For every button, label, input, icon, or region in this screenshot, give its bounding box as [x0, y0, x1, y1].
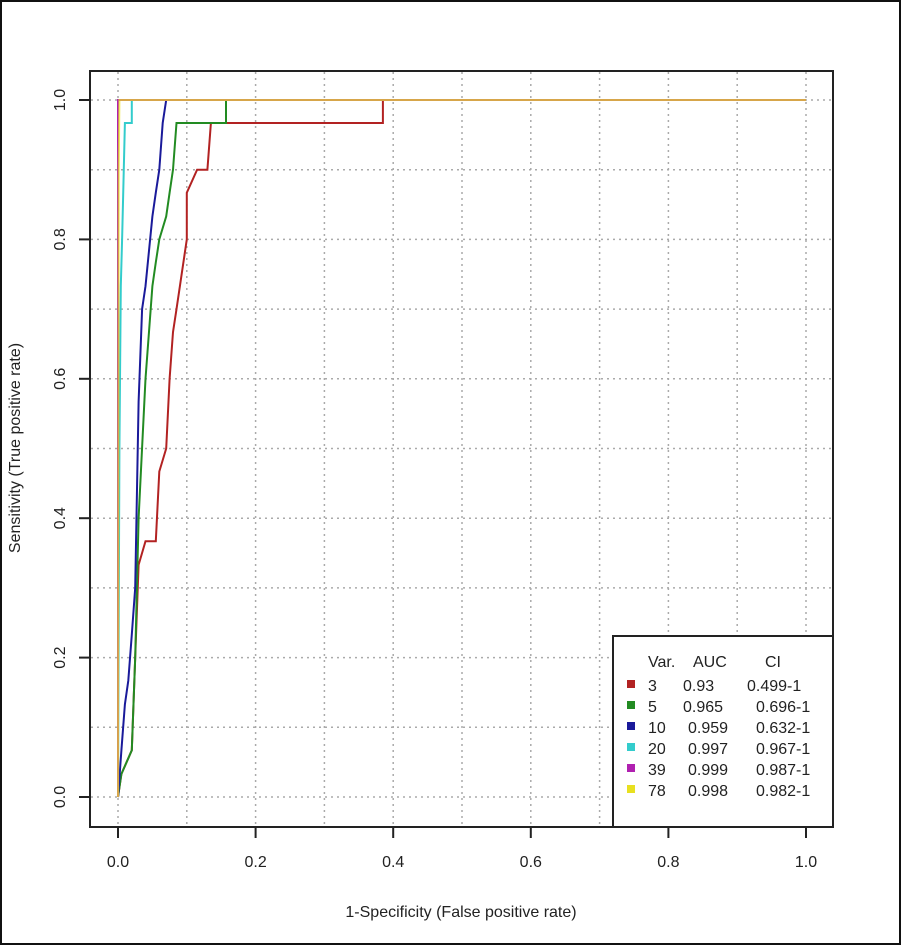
- legend-var: 3: [648, 678, 657, 695]
- legend-var: 78: [648, 783, 666, 800]
- y-tick-label: 0.8: [52, 228, 69, 250]
- y-axis-label: Sensitivity (True positive rate): [7, 343, 24, 553]
- legend-ci: 0.967-1: [756, 741, 810, 758]
- series-lines: [117, 99, 806, 798]
- x-tick-label: 0.2: [244, 854, 266, 871]
- legend-ci: 0.987-1: [756, 762, 810, 779]
- legend-ci: 0.982-1: [756, 783, 810, 800]
- y-tick-label: 0.4: [52, 507, 69, 529]
- legend-auc: 0.997: [688, 741, 728, 758]
- plot-box: [89, 70, 834, 828]
- legend-ci: 0.632-1: [756, 720, 810, 737]
- x-tick-label: 1.0: [795, 854, 817, 871]
- roc-curve-var-10: [117, 99, 806, 798]
- x-tick-label: 0.0: [107, 854, 129, 871]
- x-axis: 0.0 0.2 0.4 0.6 0.8 1.0: [107, 827, 817, 871]
- legend-swatch: [627, 785, 635, 793]
- legend-auc: 0.998: [688, 783, 728, 800]
- legend-swatch: [627, 722, 635, 730]
- legend-var: 10: [648, 720, 666, 737]
- y-tick-label: 0.0: [52, 786, 69, 808]
- y-tick-label: 0.6: [52, 368, 69, 390]
- legend-auc: 0.93: [683, 678, 714, 695]
- y-tick-label: 1.0: [52, 89, 69, 111]
- roc-curve-var-5: [117, 99, 806, 798]
- legend-var: 5: [648, 699, 657, 716]
- x-tick-label: 0.4: [382, 854, 404, 871]
- x-tick-label: 0.8: [657, 854, 679, 871]
- legend: Var. AUC CI 3 0.93 0.499-1 5 0.965 0.696-1 10 0…: [612, 635, 834, 828]
- legend-var: 39: [648, 762, 666, 779]
- y-axis: 0.0 0.2 0.4 0.6 0.8 1.0: [52, 89, 90, 808]
- legend-swatch: [627, 743, 635, 751]
- roc-curve-var-20: [117, 99, 806, 798]
- x-tick-label: 0.6: [520, 854, 542, 871]
- legend-auc: 0.959: [688, 720, 728, 737]
- legend-swatch: [627, 680, 635, 688]
- legend-ci: 0.499-1: [747, 678, 801, 695]
- legend-auc: 0.965: [683, 699, 723, 716]
- legend-header-auc: AUC: [693, 654, 727, 671]
- legend-var: 20: [648, 741, 666, 758]
- legend-header-var: Var.: [648, 654, 675, 671]
- legend-swatch: [627, 701, 635, 709]
- legend-box: [612, 635, 834, 828]
- legend-header-ci: CI: [765, 654, 781, 671]
- legend-ci: 0.696-1: [756, 699, 810, 716]
- legend-auc: 0.999: [688, 762, 728, 779]
- legend-swatch: [627, 764, 635, 772]
- roc-curve-var-78: [117, 99, 806, 798]
- y-tick-label: 0.2: [52, 646, 69, 668]
- x-axis-label: 1-Specificity (False positive rate): [345, 904, 576, 921]
